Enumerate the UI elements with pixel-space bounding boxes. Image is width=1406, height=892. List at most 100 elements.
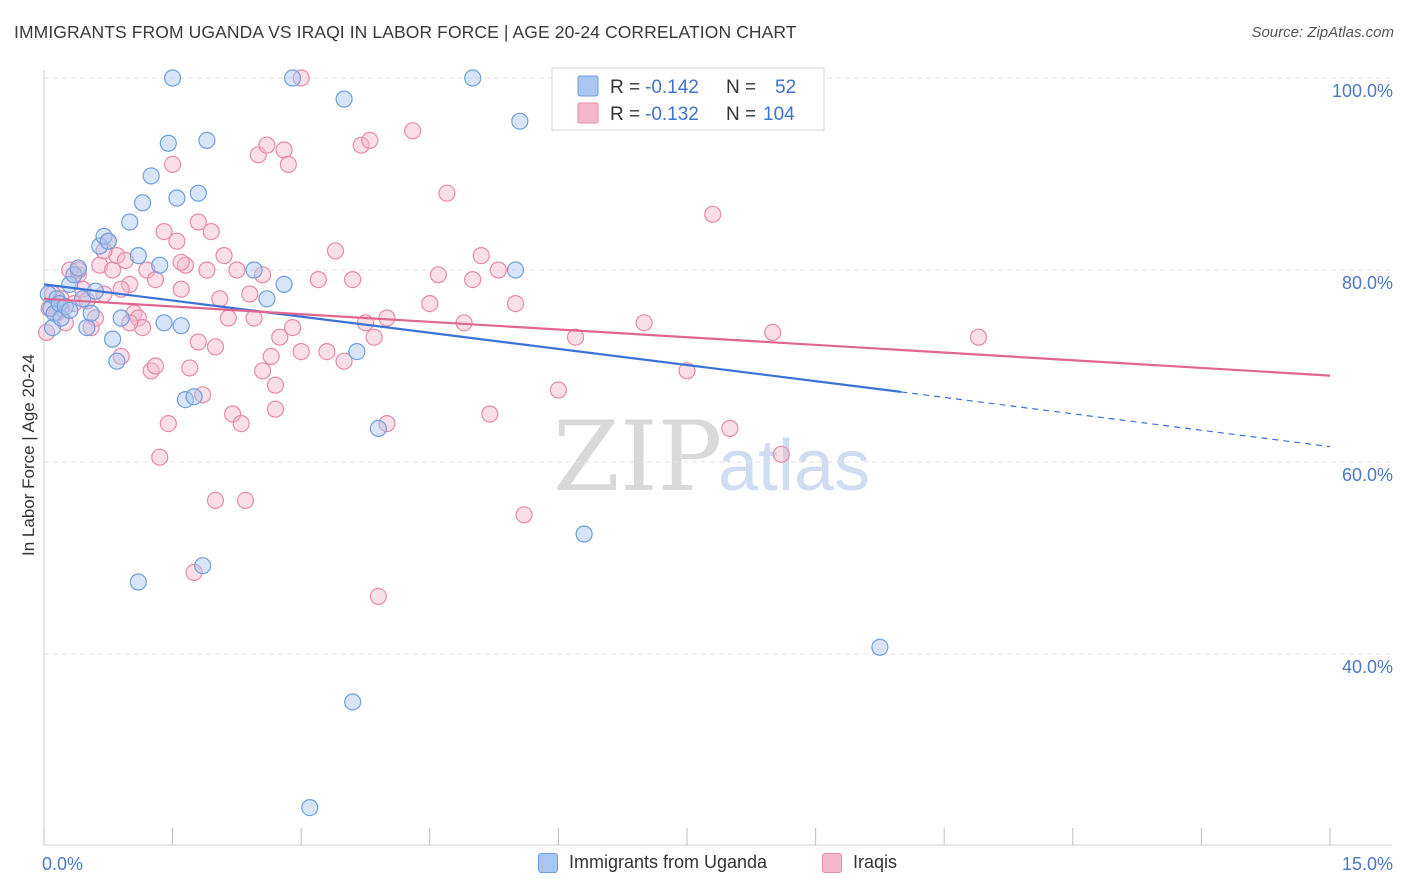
iraqi-point [764,323,782,341]
iraqi-point [489,261,507,279]
legend-uganda-swatch [577,75,599,97]
iraqi-point [159,415,177,433]
chart-title: IMMIGRANTS FROM UGANDA VS IRAQI IN LABOR… [14,22,797,42]
legend-iraqi-r-value: -0.132 [645,104,699,125]
uganda-point [43,319,62,337]
source-label: Source: ZipAtlas.com [1251,24,1394,41]
legend-uganda-r-label: R = [610,77,640,98]
trend-lines [43,283,1331,448]
uganda-point [168,189,186,207]
iraqi-point [515,506,533,524]
legend: R = -0.142 N = 52 R = -0.132 N = 104 [551,67,825,131]
uganda-point [464,69,482,87]
uganda-point [121,213,139,231]
uganda-point [189,184,207,202]
y-axis-title: In Labor Force | Age 20-24 [19,354,38,556]
uganda-point [871,638,889,656]
uganda-point [155,314,173,332]
iraqi-point [279,155,297,173]
uganda-point [129,573,147,591]
iraqi-point [429,266,447,284]
iraqi-trend-line [43,297,1331,377]
uganda-point [194,557,212,575]
iraqi-point [721,419,739,437]
iraqi-point [464,271,482,289]
watermark-atlas: atlas [718,426,870,506]
bottom-legend-iraqi: Iraqis [822,852,897,873]
uganda-point [108,352,126,370]
y-tick-label: 100.0% [1332,81,1393,101]
iraqi-point [181,359,199,377]
uganda-point [129,247,147,265]
legend-iraqi-n-value: 104 [763,104,795,125]
iraqi-point [164,155,182,173]
iraqi-point [704,205,722,223]
iraqi-point [361,131,379,149]
y-tick-label: 60.0% [1342,465,1393,485]
bottom-legend-uganda: Immigrants from Uganda [538,852,767,873]
iraqi-point [365,328,383,346]
bottom-legend-iraqi-swatch [822,852,842,873]
uganda-point [99,232,117,250]
uganda-point [198,131,216,149]
uganda-point [245,261,263,279]
uganda-point [185,388,203,406]
bottom-legend-iraqi-label: Iraqis [853,852,898,872]
iraqi-point [566,328,585,346]
iraqi-point [472,247,490,265]
watermark-zip: ZIP [553,401,722,513]
iraqi-point [271,328,289,346]
watermark: ZIP atlas [553,401,870,513]
iraqi-point [172,280,190,298]
iraqi-point [215,247,233,265]
uganda-point [344,693,362,711]
iraqi-point [254,266,272,284]
iraqi-point [481,405,499,423]
uganda-point [275,275,293,293]
uganda-point [112,309,130,327]
iraqi-point [189,333,207,351]
bottom-legend-uganda-swatch [538,852,558,873]
iraqi-point [185,563,203,582]
iraqi-point [206,491,225,509]
iraqi-point [168,232,186,250]
iraqi-point [236,491,255,509]
iraqi-point [138,261,156,279]
iraqi-point [275,141,293,159]
iraqi-point [421,295,439,313]
iraqi-point [172,253,190,271]
iraqi-point [369,587,387,606]
tick-labels: 100.0% 80.0% 60.0% 40.0% 0.0% 15.0% [42,81,1393,874]
iraqi-point [116,251,135,269]
uganda-point [133,194,152,212]
iraqi-point [318,343,336,361]
bottom-legend: Immigrants from Uganda Iraqis [0,852,1406,878]
uganda-point [369,419,387,437]
legend-uganda-r-value: -0.142 [645,77,699,98]
iraqi-point [378,415,396,433]
iraqi-point [292,343,310,361]
iraqi-point [219,309,237,327]
y-tick-label: 40.0% [1342,657,1393,677]
bottom-legend-uganda-label: Immigrants from Uganda [569,852,768,872]
uganda-point [348,343,366,361]
iraqi-point [404,122,422,140]
uganda-point [142,167,160,185]
uganda-point [335,90,353,108]
uganda-point [91,237,109,255]
iraqi-point [211,290,229,308]
iraqi-point [155,223,173,241]
iraqi-point [438,184,456,202]
iraqi-point [678,362,696,380]
iraqi-point [82,319,100,337]
x-tick-label: 15.0% [1342,854,1393,874]
legend-iraqi-n-label: N = [726,104,756,125]
iraqi-point [262,347,280,365]
iraqi-point [352,136,370,154]
uganda-point [301,798,319,817]
axes [43,70,1392,846]
iraqi-point [133,319,152,337]
gridlines [44,77,1392,655]
uganda-point [73,290,92,308]
